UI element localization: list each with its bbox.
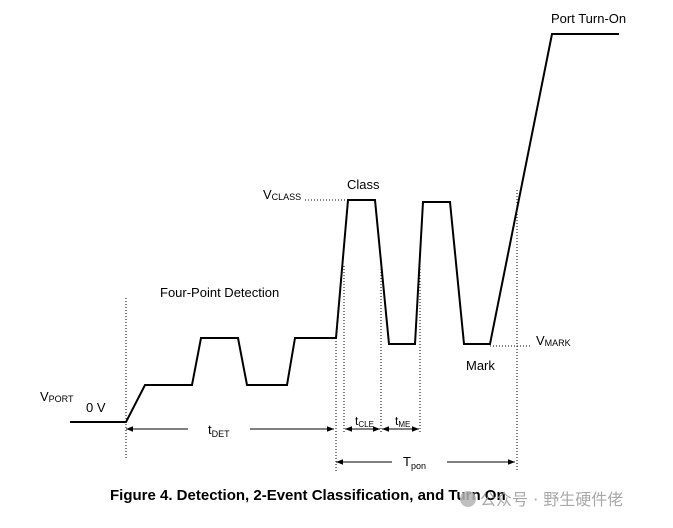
v-port-label: VPORT: [40, 389, 74, 404]
watermark-text: 公众号 · 野生硬件佬: [480, 490, 623, 509]
zero-volt-label: 0 V: [86, 400, 106, 415]
four-point-detection-label: Four-Point Detection: [160, 285, 279, 300]
port-voltage-waveform: [70, 33, 619, 423]
figure-caption: Figure 4. Detection, 2-Event Classificat…: [110, 487, 506, 504]
timing-guide-lines: [125, 190, 518, 472]
t-cle-label: tCLE: [355, 414, 374, 429]
t-det-label: tDET: [208, 422, 230, 439]
mark-label: Mark: [466, 358, 495, 373]
t-me-label: tME: [395, 414, 410, 429]
v-mark-label: VMARK: [536, 333, 571, 348]
class-label: Class: [347, 177, 380, 192]
watermark: 公众号 · 野生硬件佬: [460, 490, 623, 509]
t-pon-label: Tpon: [403, 454, 426, 471]
v-class-label: VCLASS: [263, 187, 301, 202]
port-turn-on-label: Port Turn-On: [551, 11, 626, 26]
wechat-icon: [460, 491, 476, 507]
